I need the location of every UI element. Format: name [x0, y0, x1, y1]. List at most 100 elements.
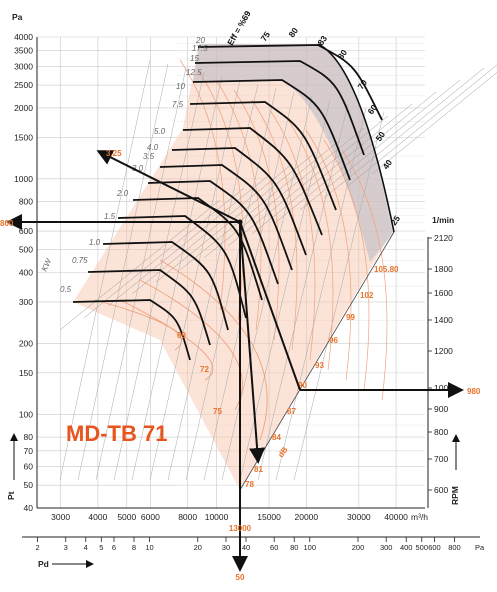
sound-label: 72: [200, 365, 209, 374]
sound-unit-label: dB: [276, 445, 290, 459]
power-label: 1.0: [89, 238, 101, 247]
sound-label: 102: [360, 291, 374, 300]
power-label: 5.0: [154, 127, 166, 136]
tick-label-flow: 20000: [295, 512, 319, 522]
tick-label-flow: 4000: [88, 512, 107, 522]
pd-reference-line: [95, 67, 187, 481]
rpm-tick-label: 1800: [434, 264, 453, 274]
pd-tick-label: 4: [84, 543, 88, 552]
grey-high-efficiency-region: [193, 44, 394, 262]
system-resistance-line: [323, 67, 485, 199]
example-sound-arrow: [239, 221, 266, 464]
rpm-tick-label: 1000: [434, 383, 453, 393]
sound-label: 105.80: [374, 265, 399, 274]
sound-label: 90: [298, 381, 307, 390]
pd-tick-label: 8: [132, 543, 136, 552]
example-pd-value: 50: [236, 573, 245, 582]
pd-reference-line: [275, 107, 367, 481]
pd-tick-label: 200: [352, 543, 365, 552]
pd-reference-line: [59, 59, 151, 481]
sound-label: 75: [213, 407, 222, 416]
efficiency-label: 75: [258, 29, 272, 43]
max-speed-envelope: [317, 43, 395, 233]
power-label: 4.0: [147, 143, 159, 152]
pd-tick-label: 300: [380, 543, 393, 552]
power-unit-label: KW: [40, 256, 54, 273]
rpm-tick-label: 1600: [434, 288, 453, 298]
rpm-tick-label: 800: [434, 427, 448, 437]
pd-tick-label: 3: [64, 543, 68, 552]
power-label: 1.5: [104, 212, 116, 221]
pd-reference-line: [221, 95, 313, 481]
system-resistance-line: [371, 72, 497, 175]
pressure-axis-label: Pt: [6, 491, 16, 500]
tick-label-pressure: 2000: [14, 103, 33, 113]
pd-reference-line: [203, 91, 295, 481]
tick-label-pressure: 80: [24, 432, 34, 442]
fan-curve: [87, 269, 211, 346]
tick-label-pressure: 4000: [14, 32, 33, 42]
pd-tick-label: 30: [222, 543, 230, 552]
pd-reference-line: [185, 87, 277, 481]
tick-label-flow: 15000: [257, 512, 281, 522]
pd-reference-line: [293, 111, 385, 481]
tick-label-flow: 10000: [205, 512, 229, 522]
tick-label-pressure: 150: [19, 368, 33, 378]
example-pressure-value: 800: [0, 219, 14, 228]
pd-reference-line: [113, 71, 205, 481]
power-label: 0.5: [60, 285, 72, 294]
rpm-tick-label: 2120: [434, 233, 453, 243]
orange-efficiency-curve: [197, 69, 244, 321]
power-label: 12.5: [186, 68, 202, 77]
pd-tick-label: 400: [400, 543, 413, 552]
sound-label: 81: [254, 465, 263, 474]
power-label: 3.5: [143, 152, 155, 161]
example-operating-point: [237, 219, 243, 225]
pd-tick-label: 800: [448, 543, 461, 552]
tick-label-flow: 6000: [141, 512, 160, 522]
chart-title: MD-TB 71: [66, 421, 167, 446]
orange-efficiency-curve: [269, 109, 316, 361]
example-power-arrow: [96, 150, 241, 223]
pd-reference-line: [131, 75, 223, 481]
tick-label-flow: 5000: [117, 512, 136, 522]
pd-reference-line: [149, 79, 241, 481]
pd-tick-label: 60: [270, 543, 278, 552]
efficiency-label: 60: [365, 102, 379, 116]
power-label: 2.0: [116, 189, 129, 198]
tick-label-pressure: 2500: [14, 80, 33, 90]
power-label: 20: [195, 36, 205, 45]
rpm-tick-label: 900: [434, 404, 448, 414]
pressure-unit-label: Pa: [12, 12, 23, 22]
example-flow-value: 13000: [229, 524, 252, 533]
tick-label-flow: 8000: [178, 512, 197, 522]
tick-label-flow: 3000: [51, 512, 70, 522]
system-resistance-line: [347, 64, 497, 187]
pd-axis-label: Pd: [38, 559, 49, 569]
tick-label-pressure: 600: [19, 226, 33, 236]
fan-curve: [102, 241, 229, 331]
fan-curve: [132, 197, 263, 301]
tick-label-pressure: 1000: [14, 174, 33, 184]
fan-curve: [182, 127, 323, 236]
power-label: 15: [190, 54, 199, 63]
pd-tick-label: 2: [35, 543, 39, 552]
tick-label-pressure: 200: [19, 338, 33, 348]
tick-label-pressure: 400: [19, 268, 33, 278]
pd-tick-label: 100: [304, 543, 317, 552]
orange-sound-curve: [119, 299, 214, 381]
efficiency-boundary: [239, 231, 395, 491]
fan-curve: [189, 101, 337, 211]
sound-label: 87: [287, 407, 296, 416]
orange-sound-curve: [159, 259, 268, 441]
tick-label-pressure: 40: [24, 503, 34, 513]
system-resistance-line: [179, 139, 341, 271]
sound-label: 78: [245, 480, 254, 489]
tick-label-flow: 30000: [347, 512, 371, 522]
power-label: 10: [176, 82, 185, 91]
power-label: 0.75: [72, 256, 88, 265]
sound-label: 69: [177, 331, 186, 340]
pd-tick-label: 5: [99, 543, 103, 552]
